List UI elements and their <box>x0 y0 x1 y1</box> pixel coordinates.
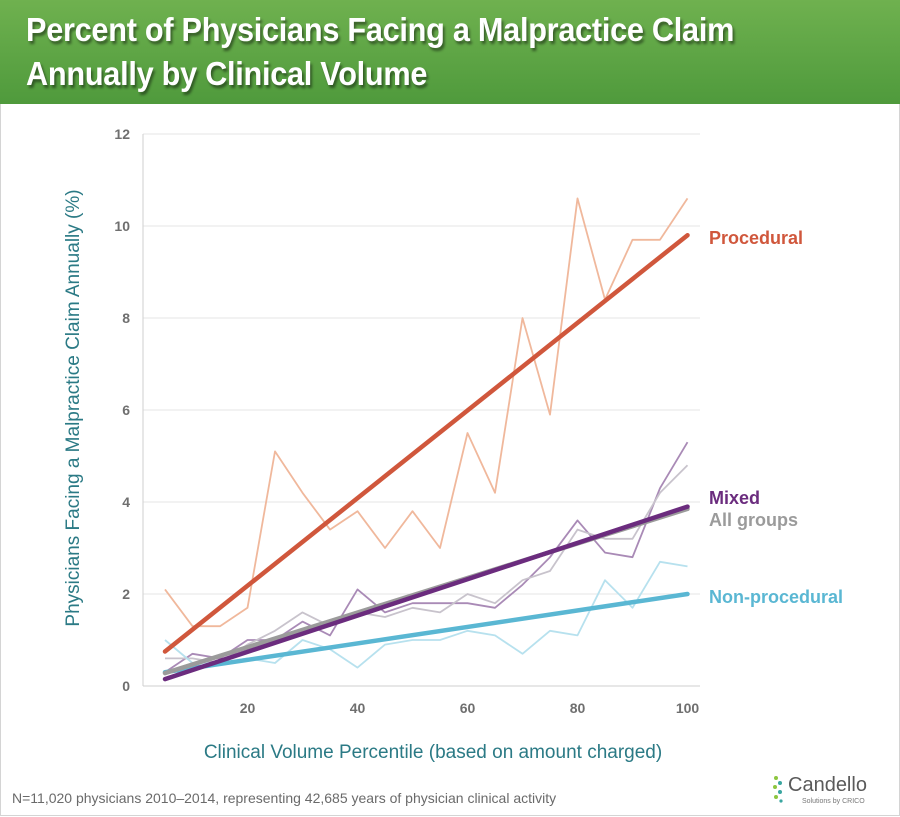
y-tick-label: 2 <box>122 586 130 602</box>
title-banner: Percent of Physicians Facing a Malpracti… <box>0 0 900 104</box>
y-tick-label: 10 <box>114 218 130 234</box>
footnote: N=11,020 physicians 2010–2014, represent… <box>12 790 557 806</box>
x-axis-label: Clinical Volume Percentile (based on amo… <box>204 742 662 763</box>
x-tick-label: 80 <box>570 700 586 716</box>
y-tick-label: 8 <box>122 310 130 326</box>
y-tick-label: 12 <box>114 126 130 142</box>
x-tick-label: 100 <box>676 700 700 716</box>
logo-mark-icon <box>773 776 783 803</box>
x-tick-labels: 20 40 60 80 100 <box>240 700 700 716</box>
x-tick-label: 60 <box>460 700 476 716</box>
trend-line-mixed <box>162 504 690 682</box>
series-label-procedural: Procedural <box>709 228 803 248</box>
y-tick-labels: 0 2 4 6 8 10 12 <box>114 126 130 694</box>
series-label-non-procedural: Non-procedural <box>709 587 843 607</box>
trend-line-non-procedural <box>162 591 690 675</box>
logo-tagline: Solutions by CRICO <box>802 798 865 805</box>
y-tick-label: 6 <box>122 402 130 418</box>
y-axis-label: Physicians Facing a Malpractice Claim An… <box>63 189 84 626</box>
logo-wordmark: Candello <box>788 774 867 796</box>
y-tick-label: 0 <box>122 678 130 694</box>
series-label-all-groups: All groups <box>709 510 798 530</box>
raw-line-procedural <box>164 197 689 628</box>
trend-lines <box>162 232 690 682</box>
raw-line-mixed <box>164 441 689 673</box>
y-tick-label: 4 <box>122 494 130 510</box>
candello-logo: Candello Solutions by CRICO <box>770 770 890 810</box>
x-tick-label: 40 <box>350 700 366 716</box>
series-label-mixed: Mixed <box>709 488 760 508</box>
raw-series-lines <box>164 197 689 673</box>
page-title: Percent of Physicians Facing a Malpracti… <box>26 11 735 92</box>
x-tick-label: 20 <box>240 700 256 716</box>
trend-line-procedural <box>162 232 690 654</box>
